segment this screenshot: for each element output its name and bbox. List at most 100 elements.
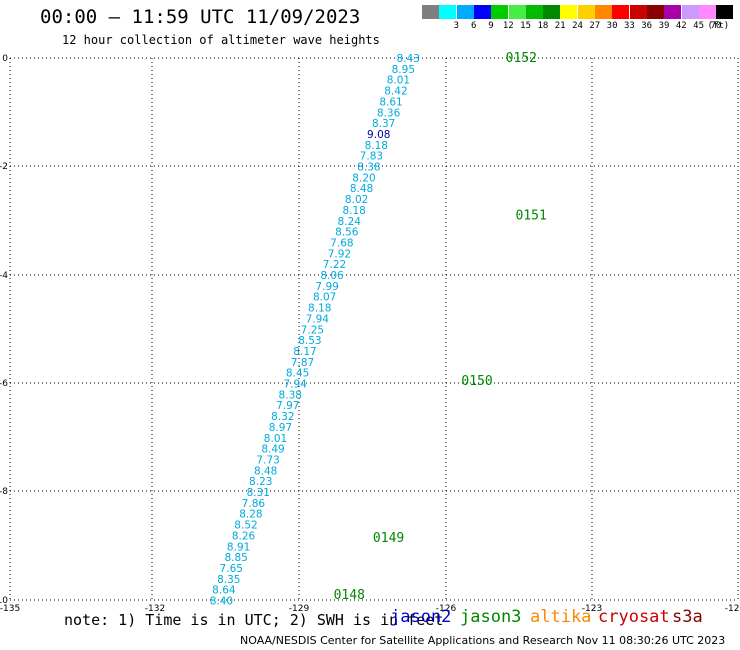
satellite-legend-item: altika <box>530 607 592 627</box>
colorbar-swatch <box>560 5 578 19</box>
wave-height-value: 8.18 <box>308 303 331 315</box>
colorbar-label: 27 <box>589 21 601 31</box>
wave-height-value: 8.32 <box>271 411 294 423</box>
wave-height-value: 7.94 <box>283 379 307 391</box>
wave-height-value: 7.83 <box>360 151 383 163</box>
colorbar-swatch <box>543 5 561 19</box>
colorbar-swatch <box>664 5 682 19</box>
pass-time-label: 0150 <box>461 374 492 389</box>
x-tick-label: -129 <box>289 604 310 614</box>
wave-height-value: 8.36 <box>377 107 401 119</box>
wave-height-value: 8.38 <box>357 162 380 174</box>
wave-height-value: 8.45 <box>286 368 309 380</box>
colorbar-label: 24 <box>572 21 583 31</box>
wave-height-value: 8.85 <box>224 552 247 564</box>
satellite-legend-item: s3a <box>672 607 703 627</box>
colorbar-swatch <box>491 5 509 19</box>
colorbar-swatch <box>698 5 716 19</box>
colorbar-label: 21 <box>554 21 566 31</box>
colorbar-label: 70 <box>710 21 722 31</box>
wave-height-value: 8.06 <box>320 270 344 282</box>
satellite-legend-item: jason3 <box>460 607 522 627</box>
wave-height-value: 8.49 <box>261 444 284 456</box>
wave-height-value: 8.95 <box>392 64 415 76</box>
colorbar-swatch <box>681 5 699 19</box>
colorbar-label: 3 <box>453 21 460 31</box>
pass-time-label: 0151 <box>516 208 547 223</box>
colorbar-swatch <box>422 5 439 19</box>
colorbar-swatch <box>508 5 526 19</box>
pass-time-label: 0152 <box>506 51 537 66</box>
wave-height-value: 7.68 <box>330 237 353 249</box>
x-tick-label: -132 <box>145 604 165 614</box>
colorbar-swatch <box>456 5 474 19</box>
wave-height-value: 8.40 <box>210 596 233 608</box>
colorbar-swatch <box>612 5 630 19</box>
note-text: note: 1) Time is in UTC; 2) SWH is in fe… <box>64 611 444 629</box>
colorbar-label: 39 <box>658 21 670 31</box>
wave-height-value: 8.61 <box>379 96 402 108</box>
x-tick-label: -124 <box>725 604 740 614</box>
colorbar-swatch <box>646 5 664 19</box>
y-tick-label: -6 <box>0 379 8 389</box>
wave-height-value: 7.94 <box>306 313 330 325</box>
colorbar-label: 6 <box>470 21 477 31</box>
wave-height-value: 8.01 <box>387 75 410 87</box>
colorbar-swatch <box>716 5 734 19</box>
x-tick-label: -126 <box>436 604 457 614</box>
colorbar-label: 9 <box>488 21 494 31</box>
y-tick-label: -2 <box>0 162 8 172</box>
wave-height-value: 8.42 <box>384 86 407 98</box>
colorbar-label: 30 <box>606 21 618 31</box>
wave-height-value: 8.20 <box>352 172 375 184</box>
wave-height-value: 8.43 <box>397 53 420 65</box>
colorbar-label: 45 <box>693 21 705 31</box>
wave-height-value: 9.08 <box>367 129 390 141</box>
colorbar-label: 36 <box>641 21 653 31</box>
wave-height-value: 8.97 <box>269 422 292 434</box>
wave-height-value: 8.02 <box>345 194 368 206</box>
wave-height-value: 8.64 <box>212 585 236 597</box>
page-subtitle: 12 hour collection of altimeter wave hei… <box>62 33 380 47</box>
wave-height-value: 8.23 <box>249 476 272 488</box>
wave-height-value: 7.73 <box>256 454 279 466</box>
wave-height-value: 8.28 <box>239 509 262 521</box>
colorbar-unit: (ft) <box>707 21 730 31</box>
pass-time-label: 0148 <box>334 588 365 603</box>
colorbar-swatch <box>439 5 457 19</box>
wave-height-value: 8.31 <box>247 487 270 499</box>
colorbar-label: 33 <box>623 21 635 31</box>
wave-height-value: 8.26 <box>232 530 256 542</box>
wave-height-value: 8.52 <box>234 520 257 532</box>
wave-height-value: 8.38 <box>279 389 302 401</box>
colorbar-swatch <box>629 5 647 19</box>
colorbar-label: 18 <box>537 21 549 31</box>
wave-height-value: 8.01 <box>264 433 287 445</box>
colorbar-swatch <box>525 5 543 19</box>
wave-height-value: 8.91 <box>227 541 250 553</box>
wave-height-value: 7.22 <box>323 259 346 271</box>
wave-height-value: 8.56 <box>335 227 359 239</box>
wave-height-value: 7.99 <box>315 281 338 293</box>
wave-height-value: 7.86 <box>242 498 266 510</box>
page-title: 00:00 — 11:59 UTC 11/09/2023 <box>40 6 361 28</box>
wave-height-value: 8.37 <box>372 118 395 130</box>
colorbar-label: 42 <box>675 21 687 31</box>
colorbar-swatch <box>577 5 595 19</box>
wave-height-value: 8.48 <box>254 465 277 477</box>
wave-height-value: 8.17 <box>293 346 316 358</box>
satellite-legend-item: jason2 <box>390 607 452 627</box>
wave-height-value: 8.53 <box>298 335 321 347</box>
colorbar-swatch <box>595 5 612 19</box>
satellite-legend-item: cryosat <box>598 607 670 627</box>
wave-height-value: 7.65 <box>220 563 243 575</box>
wave-height-value: 8.07 <box>313 292 336 304</box>
colorbar-label: 12 <box>502 21 514 31</box>
y-tick-label: -4 <box>0 271 8 281</box>
footer-credit: NOAA/NESDIS Center for Satellite Applica… <box>240 634 726 647</box>
y-tick-label: -10 <box>0 596 8 606</box>
wave-height-value: 8.18 <box>342 205 365 217</box>
x-tick-label: -135 <box>0 604 20 614</box>
